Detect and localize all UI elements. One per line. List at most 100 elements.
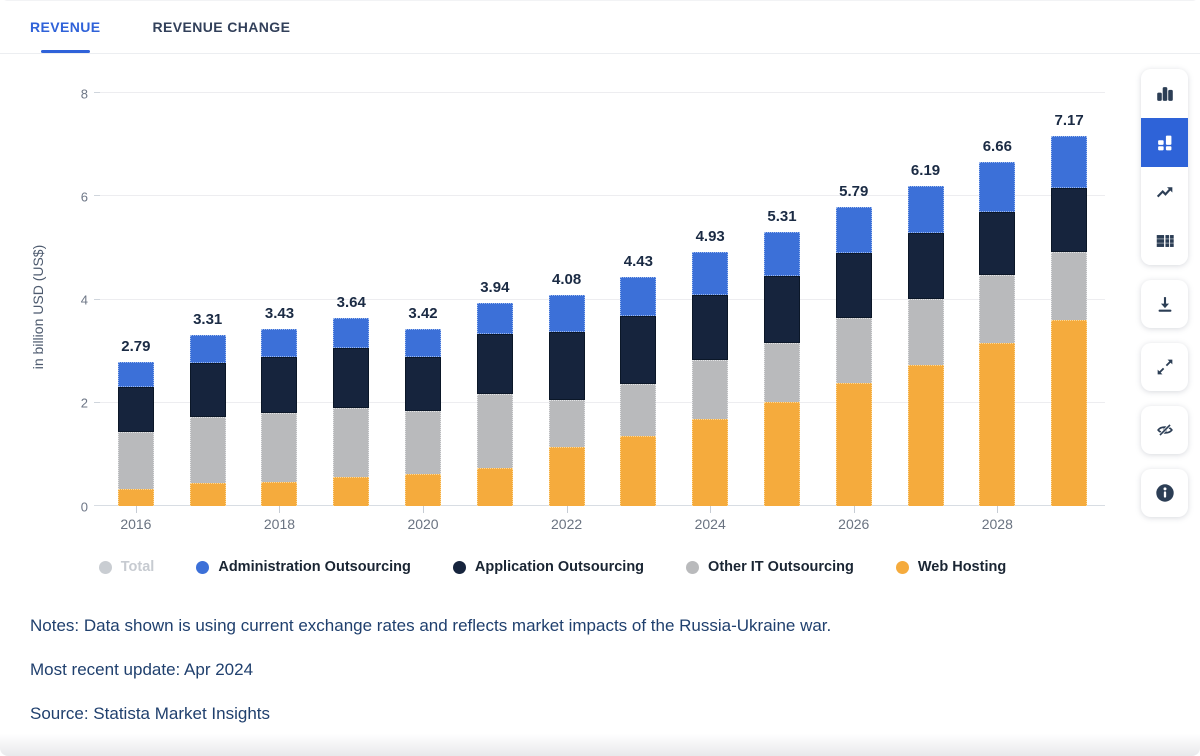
bar-2016[interactable]	[117, 362, 154, 506]
bar-segment-other[interactable]	[189, 416, 226, 484]
bar-segment-wh[interactable]	[261, 481, 298, 506]
y-axis-tick	[94, 195, 100, 197]
bar-segment-wh[interactable]	[1051, 320, 1088, 506]
bar-value-label: 6.66	[982, 138, 1012, 156]
bar-segment-app[interactable]	[620, 316, 657, 385]
bar-2021[interactable]	[476, 302, 513, 506]
bar-segment-other[interactable]	[979, 275, 1016, 343]
bar-segment-app[interactable]	[189, 362, 226, 417]
bar-2029[interactable]	[1051, 135, 1088, 506]
bar-value-label: 3.64	[336, 294, 366, 312]
bar-2024[interactable]	[692, 251, 729, 506]
fullscreen-button[interactable]	[1141, 343, 1188, 391]
legend-item-administration-outsourcing[interactable]: Administration Outsourcing	[196, 559, 411, 575]
bar-2026[interactable]	[835, 207, 872, 506]
bar-segment-app[interactable]	[835, 252, 872, 319]
bar-segment-app[interactable]	[763, 276, 800, 343]
bar-segment-other[interactable]	[261, 413, 298, 482]
bar-segment-admin[interactable]	[1051, 135, 1088, 189]
bar-segment-app[interactable]	[405, 357, 442, 412]
info-button[interactable]	[1141, 469, 1188, 517]
x-axis-label: 2028	[981, 516, 1013, 532]
bar-segment-wh[interactable]	[763, 402, 800, 506]
bar-segment-wh[interactable]	[189, 483, 226, 506]
bar-2025[interactable]	[763, 231, 800, 506]
data-table-button[interactable]	[1141, 216, 1188, 265]
bar-segment-wh[interactable]	[979, 342, 1016, 506]
download-icon	[1158, 297, 1171, 312]
bar-segment-app[interactable]	[979, 211, 1016, 276]
bar-2017[interactable]	[189, 335, 226, 506]
bar-segment-admin[interactable]	[405, 329, 442, 358]
bar-segment-admin[interactable]	[763, 231, 800, 277]
gridline	[100, 401, 1105, 403]
bar-segment-admin[interactable]	[476, 302, 513, 335]
bar-segment-wh[interactable]	[620, 435, 657, 506]
x-axis-label: 2024	[694, 516, 726, 532]
column-chart-button[interactable]	[1141, 69, 1188, 118]
bar-segment-other[interactable]	[763, 342, 800, 403]
bar-segment-wh[interactable]	[405, 474, 442, 506]
bar-segment-wh[interactable]	[548, 447, 585, 506]
tab-revenue-change[interactable]: REVENUE CHANGE	[152, 19, 291, 35]
tab-revenue[interactable]: REVENUE	[30, 1, 100, 53]
bar-segment-app[interactable]	[1051, 188, 1088, 253]
data-table-icon	[1156, 234, 1174, 247]
bar-segment-wh[interactable]	[692, 419, 729, 506]
bar-segment-wh[interactable]	[907, 364, 944, 506]
legend-label: Administration Outsourcing	[218, 559, 411, 575]
bar-segment-other[interactable]	[1051, 252, 1088, 321]
bar-segment-app[interactable]	[692, 295, 729, 360]
bar-segment-wh[interactable]	[476, 467, 513, 506]
bar-2023[interactable]	[620, 277, 657, 506]
bar-segment-wh[interactable]	[835, 383, 872, 506]
legend-item-web-hosting[interactable]: Web Hosting	[895, 559, 1006, 575]
bar-segment-app[interactable]	[117, 386, 154, 432]
legend-item-application-outsourcing[interactable]: Application Outsourcing	[452, 559, 644, 575]
y-axis-label: 4	[80, 292, 88, 308]
bar-segment-admin[interactable]	[907, 186, 944, 234]
bar-segment-admin[interactable]	[189, 335, 226, 363]
bar-segment-other[interactable]	[476, 394, 513, 468]
line-chart-button[interactable]	[1141, 167, 1188, 216]
bar-segment-wh[interactable]	[333, 476, 370, 506]
bottom-fade	[0, 734, 1200, 756]
bar-value-label: 6.19	[910, 162, 941, 180]
bar-segment-other[interactable]	[548, 400, 585, 448]
bar-segment-other[interactable]	[692, 359, 729, 420]
bar-2022[interactable]	[548, 295, 585, 506]
bar-segment-other[interactable]	[117, 431, 154, 490]
bar-segment-app[interactable]	[907, 233, 944, 299]
bar-segment-app[interactable]	[548, 332, 585, 401]
legend-dot-icon	[895, 560, 909, 574]
bar-2027[interactable]	[907, 186, 944, 506]
legend-item-total[interactable]: Total	[98, 559, 154, 575]
bar-segment-admin[interactable]	[333, 318, 370, 349]
bar-segment-other[interactable]	[333, 407, 370, 477]
info-icon	[1155, 484, 1174, 502]
download-button[interactable]	[1141, 280, 1188, 328]
bar-segment-admin[interactable]	[620, 277, 657, 317]
bar-segment-admin[interactable]	[692, 251, 729, 296]
bar-segment-admin[interactable]	[979, 162, 1016, 212]
bar-segment-admin[interactable]	[835, 207, 872, 253]
bar-segment-wh[interactable]	[117, 489, 154, 506]
bar-2019[interactable]	[333, 318, 370, 506]
x-axis-tick	[279, 506, 281, 513]
stacked-bar-chart-button[interactable]	[1141, 118, 1188, 167]
bar-segment-other[interactable]	[620, 384, 657, 436]
bar-segment-other[interactable]	[405, 411, 442, 474]
bar-segment-admin[interactable]	[261, 328, 298, 357]
bar-segment-admin[interactable]	[117, 362, 154, 387]
bar-2028[interactable]	[979, 162, 1016, 506]
bar-segment-app[interactable]	[333, 348, 370, 408]
bar-2018[interactable]	[261, 328, 298, 506]
bar-segment-other[interactable]	[907, 299, 944, 365]
bar-segment-app[interactable]	[476, 334, 513, 394]
legend-item-other-it-outsourcing[interactable]: Other IT Outsourcing	[686, 559, 854, 575]
bar-segment-admin[interactable]	[548, 295, 585, 333]
bar-2020[interactable]	[405, 329, 442, 506]
hide-labels-button[interactable]	[1141, 406, 1188, 454]
bar-segment-other[interactable]	[835, 318, 872, 384]
bar-segment-app[interactable]	[261, 356, 298, 414]
